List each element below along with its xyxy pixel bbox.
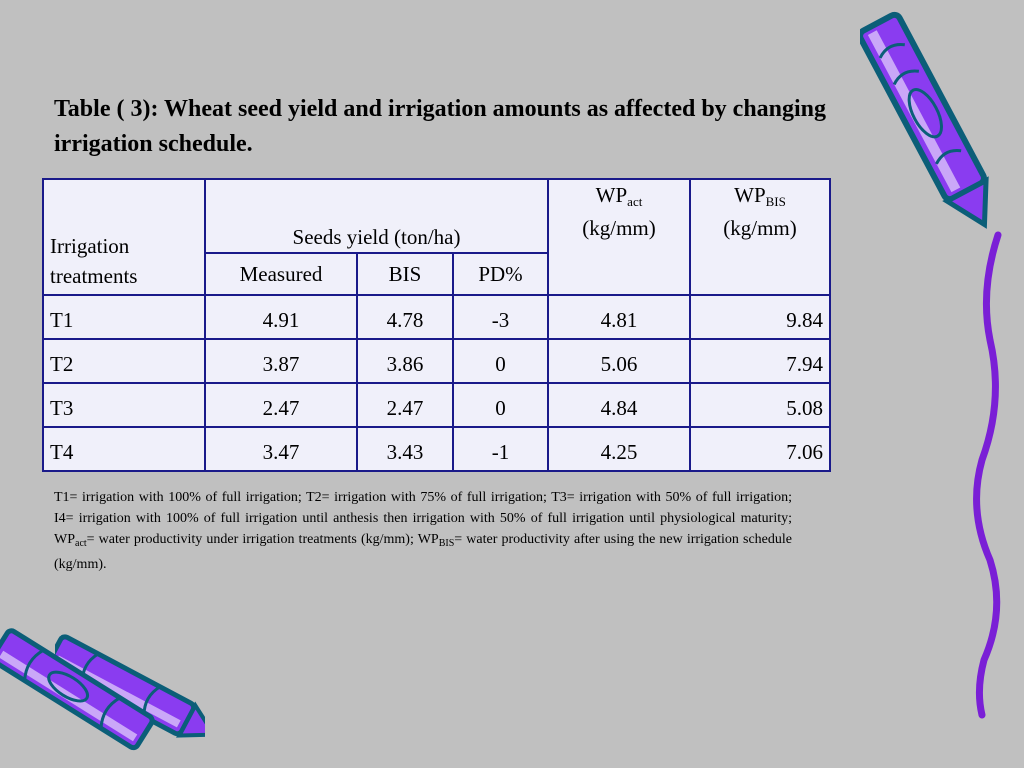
header-wp-bis-main: WP <box>734 183 766 207</box>
cell-wp-act: 4.81 <box>547 294 691 340</box>
cell-pd: 0 <box>452 382 549 428</box>
header-measured: Measured <box>204 252 358 296</box>
header-pd: PD% <box>452 252 549 296</box>
footnote-part1: T1= irrigation with 100% of full irrigat… <box>54 490 792 547</box>
footnote-part2: = water productivity under irrigation tr… <box>86 532 439 547</box>
cell-wp-bis: 7.94 <box>689 338 831 384</box>
cell-pd: 0 <box>452 338 549 384</box>
header-wp-bis: WPBIS (kg/mm) <box>689 178 831 296</box>
header-wp-bis-unit: (kg/mm) <box>723 216 797 240</box>
crayon-bottom-left-icon <box>0 628 155 751</box>
cell-bis: 3.86 <box>356 338 454 384</box>
footnote-part3: = water productivity after using the new… <box>54 532 793 572</box>
header-wp-act: WPact (kg/mm) <box>547 178 691 296</box>
cell-measured: 4.91 <box>204 294 358 340</box>
footnote-sub-act: act <box>75 538 87 549</box>
cell-measured: 3.47 <box>204 426 358 472</box>
header-wp-act-main: WP <box>595 183 628 207</box>
yield-table: Irrigation treatments Seeds yield (ton/h… <box>42 178 831 472</box>
footnote-sub-bis: BIS <box>438 538 455 549</box>
cell-wp-act: 4.84 <box>547 382 691 428</box>
header-wp-bis-sub: BIS <box>765 194 786 209</box>
crayon-top-right-icon <box>860 11 989 229</box>
cell-bis: 2.47 <box>356 382 454 428</box>
cell-wp-bis: 9.84 <box>689 294 831 340</box>
cell-bis: 4.78 <box>356 294 454 340</box>
header-wp-act-unit: (kg/mm) <box>582 216 656 240</box>
cell-wp-act: 4.25 <box>547 426 691 472</box>
header-bis: BIS <box>356 252 454 296</box>
cell-pd: -1 <box>452 426 549 472</box>
cell-treatment: T2 <box>42 338 206 384</box>
header-wp-act-sub: act <box>627 194 643 209</box>
cell-treatment: T3 <box>42 382 206 428</box>
header-irrigation-treatments: Irrigation treatments <box>42 178 206 296</box>
cell-bis: 3.43 <box>356 426 454 472</box>
table-footnote: T1= irrigation with 100% of full irrigat… <box>54 487 792 575</box>
cell-treatment: T1 <box>42 294 206 340</box>
cell-measured: 2.47 <box>204 382 358 428</box>
table-row: T1 4.91 4.78 -3 4.81 9.84 <box>42 294 831 340</box>
table-row: T3 2.47 2.47 0 4.84 5.08 <box>42 382 831 428</box>
cell-wp-act: 5.06 <box>547 338 691 384</box>
cell-treatment: T4 <box>42 426 206 472</box>
cell-pd: -3 <box>452 294 549 340</box>
cell-wp-bis: 7.06 <box>689 426 831 472</box>
page-title: Table ( 3): Wheat seed yield and irrigat… <box>54 96 827 157</box>
table-row: T2 3.87 3.86 0 5.06 7.94 <box>42 338 831 384</box>
table-row: T4 3.47 3.43 -1 4.25 7.06 <box>42 426 831 472</box>
cell-measured: 3.87 <box>204 338 358 384</box>
squiggle-line-right <box>973 231 1002 719</box>
header-seeds-yield: Seeds yield (ton/ha) <box>204 178 549 254</box>
cell-wp-bis: 5.08 <box>689 382 831 428</box>
